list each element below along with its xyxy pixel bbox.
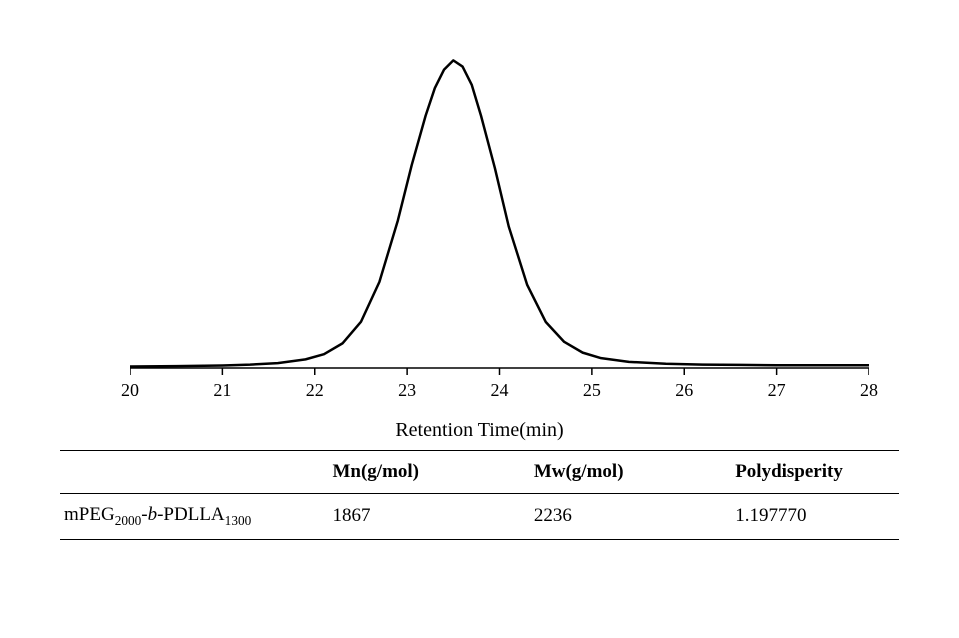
x-tick-label: 21	[213, 380, 231, 401]
x-tick-label: 22	[306, 380, 324, 401]
x-tick-label: 25	[583, 380, 601, 401]
chart-plot-area	[130, 40, 869, 380]
cell-poly: 1.197770	[731, 494, 899, 540]
cell-mn: 1867	[328, 494, 529, 540]
name-italic: b	[148, 504, 158, 525]
cell-mw: 2236	[530, 494, 731, 540]
table-row: mPEG2000-b-PDLLA1300 1867 2236 1.197770	[60, 494, 899, 540]
name-sub2: 1300	[225, 513, 252, 528]
x-axis-ticks: 202122232425262728	[130, 380, 869, 405]
name-sub1: 2000	[115, 513, 142, 528]
col-header-mw: Mw(g/mol)	[530, 451, 731, 494]
x-tick-label: 23	[398, 380, 416, 401]
x-axis-label: Retention Time(min)	[395, 419, 563, 442]
cell-sample-name: mPEG2000-b-PDLLA1300	[60, 494, 328, 540]
col-header-poly: Polydisperity	[731, 451, 899, 494]
chart-container: 20 21 22 23 24 25 26 27 28 Retention Time(min)	[60, 20, 899, 450]
x-tick-label: 27	[768, 380, 786, 401]
table-header-row: Mn(g/mol) Mw(g/mol) Polydisperity	[60, 451, 899, 494]
results-table: Mn(g/mol) Mw(g/mol) Polydisperity mPEG20…	[60, 450, 899, 540]
col-header-name	[60, 451, 328, 494]
chart-svg	[130, 40, 869, 380]
x-tick-label: 20	[121, 380, 139, 401]
x-tick-label: 26	[675, 380, 693, 401]
name-mid2: -PDLLA	[157, 504, 225, 525]
x-tick-label: 28	[860, 380, 878, 401]
col-header-mn: Mn(g/mol)	[328, 451, 529, 494]
name-prefix: mPEG	[64, 504, 115, 525]
x-tick-label: 24	[491, 380, 509, 401]
